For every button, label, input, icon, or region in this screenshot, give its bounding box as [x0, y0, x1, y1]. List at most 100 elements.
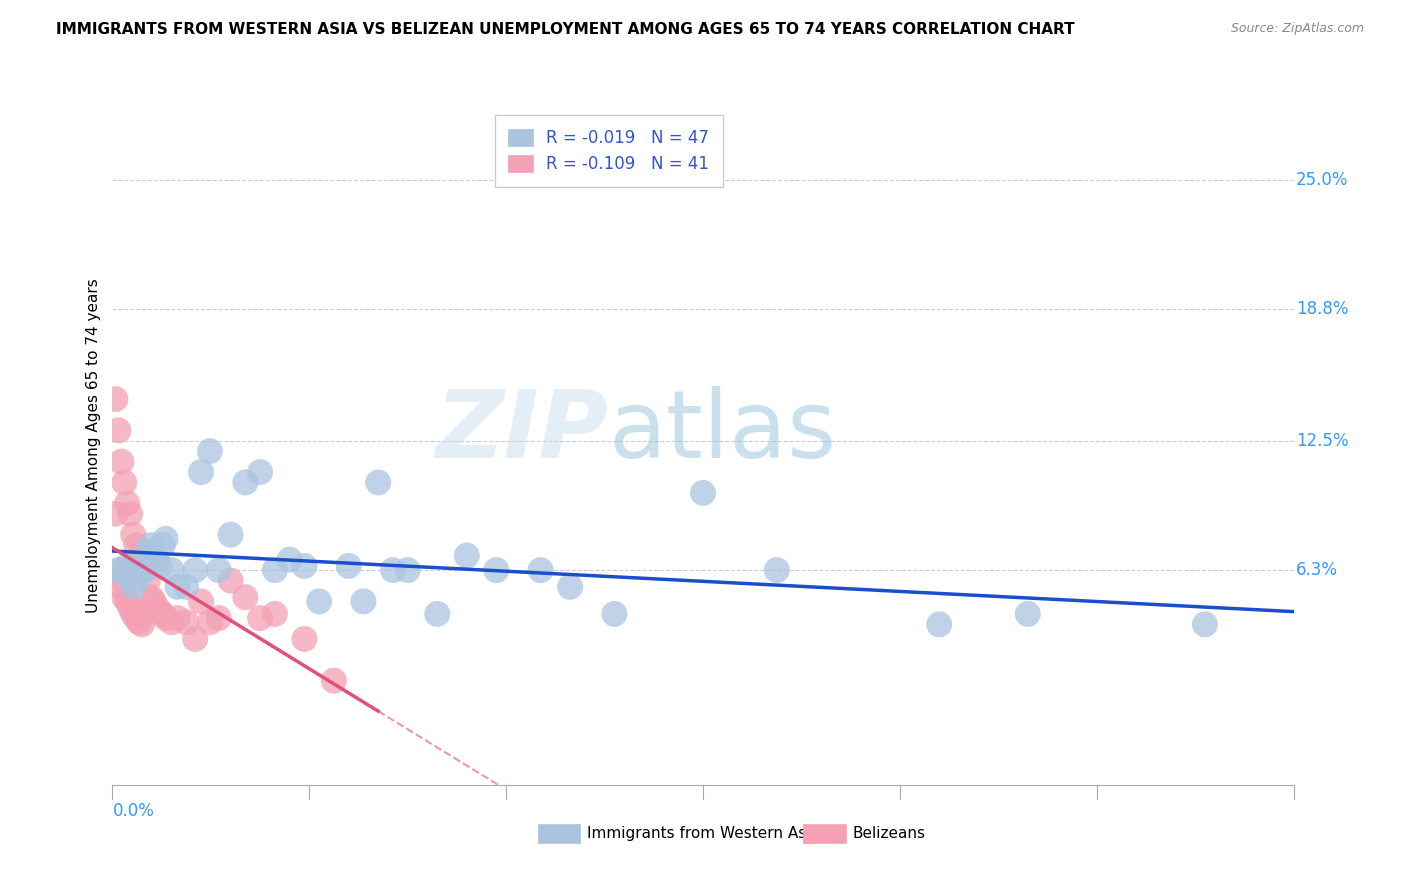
Text: 12.5%: 12.5%	[1296, 432, 1348, 450]
Point	[160, 615, 183, 630]
Point	[367, 475, 389, 490]
Point	[128, 565, 150, 579]
Point	[131, 617, 153, 632]
Point	[142, 549, 165, 563]
Point	[104, 392, 127, 406]
Point	[149, 558, 172, 573]
Point	[120, 600, 142, 615]
FancyBboxPatch shape	[803, 823, 846, 843]
Legend: R = -0.019   N = 47, R = -0.109   N = 41: R = -0.019 N = 47, R = -0.109 N = 41	[495, 115, 723, 186]
Point	[426, 607, 449, 621]
Point	[152, 538, 174, 552]
Point	[134, 563, 156, 577]
Point	[134, 563, 156, 577]
FancyBboxPatch shape	[537, 823, 581, 843]
Point	[149, 605, 172, 619]
Point	[233, 475, 256, 490]
Text: IMMIGRANTS FROM WESTERN ASIA VS BELIZEAN UNEMPLOYMENT AMONG AGES 65 TO 74 YEARS : IMMIGRANTS FROM WESTERN ASIA VS BELIZEAN…	[56, 22, 1074, 37]
Point	[198, 444, 221, 458]
Point	[337, 558, 360, 573]
Point	[264, 563, 287, 577]
Point	[131, 552, 153, 566]
Point	[219, 574, 242, 588]
Point	[122, 607, 145, 621]
Text: 6.3%: 6.3%	[1296, 561, 1339, 579]
Point	[766, 563, 789, 577]
Point	[125, 538, 148, 552]
Text: atlas: atlas	[609, 386, 837, 478]
Point	[529, 563, 551, 577]
Point	[174, 615, 197, 630]
Point	[110, 563, 132, 577]
Point	[190, 465, 212, 479]
Point	[117, 496, 138, 510]
Point	[112, 591, 135, 605]
Point	[308, 594, 330, 608]
Text: 18.8%: 18.8%	[1296, 301, 1348, 318]
Text: Source: ZipAtlas.com: Source: ZipAtlas.com	[1230, 22, 1364, 36]
Point	[117, 558, 138, 573]
Point	[278, 552, 301, 566]
Point	[139, 538, 162, 552]
Point	[184, 632, 207, 646]
Text: Immigrants from Western Asia: Immigrants from Western Asia	[588, 826, 820, 840]
Point	[219, 527, 242, 541]
Point	[292, 558, 315, 573]
Point	[155, 532, 177, 546]
Point	[107, 569, 129, 583]
Point	[110, 455, 132, 469]
Point	[128, 549, 150, 563]
Point	[323, 673, 346, 688]
Text: 25.0%: 25.0%	[1296, 171, 1348, 189]
Point	[692, 486, 714, 500]
Point	[928, 617, 950, 632]
Point	[139, 591, 162, 605]
Point	[249, 611, 271, 625]
Point	[396, 563, 419, 577]
Point	[117, 594, 138, 608]
Point	[136, 544, 159, 558]
Point	[352, 594, 374, 608]
Point	[198, 615, 221, 630]
Point	[184, 563, 207, 577]
Point	[142, 594, 165, 608]
Point	[174, 580, 197, 594]
Point	[112, 563, 135, 577]
Point	[128, 615, 150, 630]
Point	[603, 607, 626, 621]
Point	[190, 594, 212, 608]
Point	[1194, 617, 1216, 632]
Point	[122, 580, 145, 594]
Point	[264, 607, 287, 621]
Point	[125, 611, 148, 625]
Point	[382, 563, 405, 577]
Point	[120, 507, 142, 521]
Point	[160, 563, 183, 577]
Point	[1017, 607, 1039, 621]
Y-axis label: Unemployment Among Ages 65 to 74 years: Unemployment Among Ages 65 to 74 years	[86, 278, 101, 614]
Point	[292, 632, 315, 646]
Point	[107, 563, 129, 577]
Point	[136, 574, 159, 588]
Point	[249, 465, 271, 479]
Point	[166, 580, 188, 594]
Point	[131, 565, 153, 579]
Point	[208, 563, 231, 577]
Point	[558, 580, 582, 594]
Text: 0.0%: 0.0%	[112, 802, 155, 820]
Point	[125, 574, 148, 588]
Text: Belizeans: Belizeans	[853, 826, 927, 840]
Point	[110, 580, 132, 594]
Point	[485, 563, 508, 577]
Point	[152, 607, 174, 621]
Point	[166, 611, 188, 625]
Point	[208, 611, 231, 625]
Point	[146, 552, 169, 566]
Point	[456, 549, 478, 563]
Point	[107, 423, 129, 437]
Text: ZIP: ZIP	[436, 386, 609, 478]
Point	[122, 527, 145, 541]
Point	[120, 569, 142, 583]
Point	[155, 611, 177, 625]
Point	[146, 600, 169, 615]
